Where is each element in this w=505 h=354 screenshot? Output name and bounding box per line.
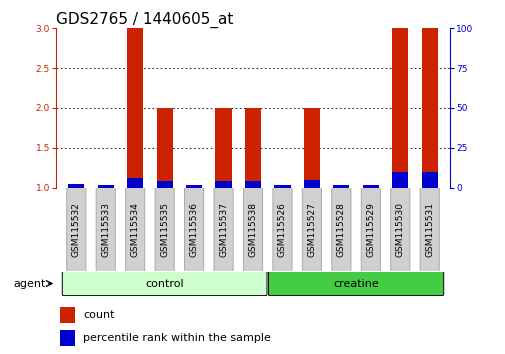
Bar — [97, 186, 114, 188]
Bar — [244, 181, 261, 188]
Bar — [303, 108, 319, 188]
Bar — [333, 186, 349, 188]
Text: GSM115530: GSM115530 — [395, 202, 404, 257]
Bar — [391, 172, 408, 188]
Bar — [421, 28, 437, 188]
FancyBboxPatch shape — [243, 187, 262, 272]
Bar — [186, 185, 202, 188]
Bar — [60, 330, 75, 346]
Text: GSM115532: GSM115532 — [72, 202, 81, 257]
FancyBboxPatch shape — [125, 187, 144, 272]
FancyBboxPatch shape — [361, 187, 380, 272]
Bar — [333, 185, 349, 188]
Bar — [215, 181, 231, 188]
Bar — [362, 185, 378, 188]
Text: GSM115535: GSM115535 — [160, 202, 169, 257]
Text: creatine: creatine — [333, 279, 378, 289]
Bar — [274, 185, 290, 188]
Text: GSM115534: GSM115534 — [130, 202, 139, 257]
FancyBboxPatch shape — [272, 187, 291, 272]
FancyBboxPatch shape — [67, 187, 86, 272]
Bar — [215, 108, 231, 188]
FancyBboxPatch shape — [155, 187, 174, 272]
Bar — [274, 186, 290, 188]
Text: GSM115531: GSM115531 — [424, 202, 433, 257]
Text: percentile rank within the sample: percentile rank within the sample — [83, 333, 271, 343]
Bar — [60, 307, 75, 323]
FancyBboxPatch shape — [96, 187, 115, 272]
Bar — [303, 180, 319, 188]
FancyBboxPatch shape — [331, 187, 350, 272]
FancyBboxPatch shape — [214, 187, 233, 272]
Text: control: control — [145, 279, 184, 289]
Bar — [391, 28, 408, 188]
FancyBboxPatch shape — [302, 187, 321, 272]
Text: GSM115536: GSM115536 — [189, 202, 198, 257]
Bar — [244, 108, 261, 188]
FancyBboxPatch shape — [62, 272, 267, 296]
Text: agent: agent — [13, 279, 45, 289]
Text: GSM115533: GSM115533 — [101, 202, 110, 257]
Text: GSM115528: GSM115528 — [336, 202, 345, 257]
Text: GSM115527: GSM115527 — [307, 202, 316, 257]
Bar — [68, 184, 84, 188]
FancyBboxPatch shape — [268, 272, 443, 296]
Text: GSM115526: GSM115526 — [277, 202, 286, 257]
Text: GSM115537: GSM115537 — [219, 202, 228, 257]
Text: GSM115538: GSM115538 — [248, 202, 257, 257]
Bar — [362, 186, 378, 188]
Bar — [156, 108, 172, 188]
Text: GDS2765 / 1440605_at: GDS2765 / 1440605_at — [56, 12, 233, 28]
Text: count: count — [83, 310, 115, 320]
FancyBboxPatch shape — [419, 187, 438, 272]
Bar — [186, 186, 202, 188]
FancyBboxPatch shape — [390, 187, 409, 272]
Bar — [421, 172, 437, 188]
Bar — [127, 28, 143, 188]
Bar — [127, 178, 143, 188]
FancyBboxPatch shape — [184, 187, 203, 272]
Bar — [156, 181, 172, 188]
Bar — [97, 185, 114, 188]
Text: GSM115529: GSM115529 — [366, 202, 375, 257]
Bar — [68, 186, 84, 188]
